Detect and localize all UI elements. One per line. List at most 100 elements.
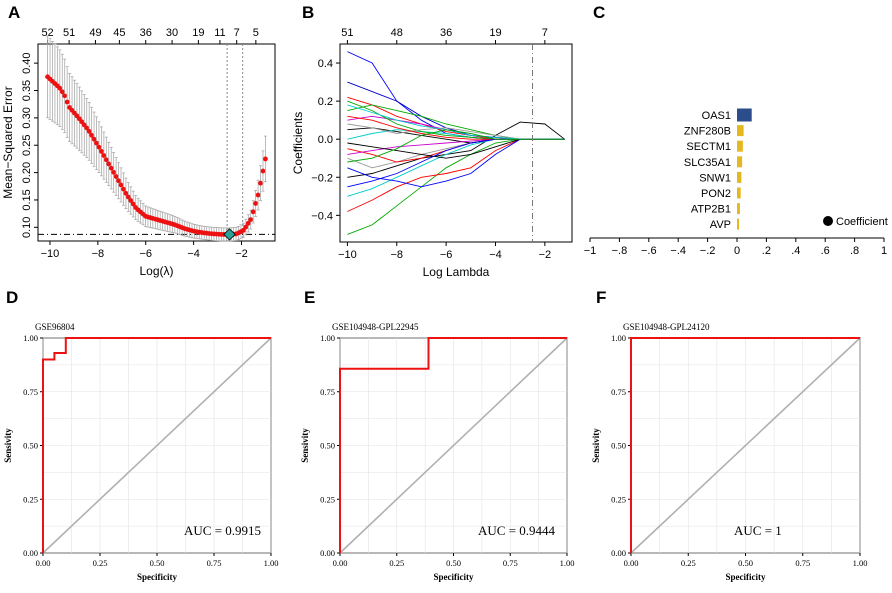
- y-tick-label: 0.50: [611, 441, 626, 451]
- x-tick-label: 1: [881, 245, 887, 257]
- gene-label: SNW1: [699, 172, 731, 184]
- x-tick-label: 0.00: [624, 558, 639, 568]
- coef-path-s2: [347, 138, 565, 235]
- x-tick-label: −2: [235, 248, 248, 260]
- gene-label: ZNF280B: [684, 126, 731, 138]
- y-tick-label: 0.35: [21, 80, 33, 101]
- x-tick-label: 0.50: [150, 558, 165, 568]
- coef-bar: [737, 125, 744, 137]
- y-tick-label: 0.00: [320, 548, 335, 558]
- y-tick-label: 0.40: [21, 52, 33, 73]
- mse-point: [101, 153, 107, 158]
- panel-label-e: E: [304, 288, 315, 307]
- x-tick-label: 0.75: [503, 558, 518, 568]
- y-tick-label: 1.00: [320, 333, 335, 343]
- roc-title: GSE104948-GPL24120: [623, 322, 710, 332]
- coef-path-s22: [347, 129, 565, 163]
- diagonal-line: [339, 337, 568, 554]
- x-tick-label: 0.00: [333, 558, 348, 568]
- x-tick-label: −8: [390, 249, 403, 261]
- mse-point: [116, 178, 121, 184]
- y-tick-label: −0.2: [311, 172, 333, 184]
- x-tick-label: .6: [821, 245, 830, 257]
- mse-point: [128, 198, 134, 203]
- x-axis-title: Specificity: [137, 572, 177, 582]
- gene-label: AVP: [710, 219, 731, 231]
- mse-point: [64, 99, 70, 105]
- panel-label-f: F: [596, 288, 606, 307]
- x-tick-label: −6: [440, 249, 453, 261]
- mse-point: [255, 192, 261, 198]
- top-count-label: 45: [113, 27, 125, 39]
- mse-point: [62, 93, 68, 99]
- coef-bar: [737, 171, 742, 183]
- roc-curve: [630, 337, 860, 553]
- mse-point: [125, 194, 131, 200]
- panel-a-cv-plot: −10 −8 −6 −4 −2 0.10 0.15 0.20 0.25 0.30 0.35 0.40 5…: [1, 27, 276, 278]
- y-tick-label: 0.15: [21, 189, 33, 210]
- mse-point: [123, 190, 129, 196]
- top-count-label: 5: [253, 27, 259, 39]
- x-tick-label: 0.50: [446, 558, 461, 568]
- top-count-label: 48: [391, 27, 403, 39]
- y-tick-label: 0.2: [318, 96, 333, 108]
- x-axis-title: Log Lambda: [423, 265, 490, 279]
- mse-point: [118, 182, 124, 188]
- y-tick-label: 0.30: [21, 107, 33, 128]
- y-tick-label: 0.50: [23, 441, 38, 451]
- top-count-label: 51: [63, 27, 75, 39]
- x-tick-label: .8: [850, 245, 859, 257]
- mse-point: [240, 227, 246, 233]
- x-tick-label: 0.75: [207, 558, 222, 568]
- mse-point: [84, 125, 90, 131]
- mse-point: [250, 209, 256, 215]
- mse-point: [59, 89, 65, 95]
- top-count-label: 36: [440, 27, 452, 39]
- gene-label: SLC35A1: [684, 157, 731, 169]
- x-tick-label: −2: [539, 249, 552, 261]
- top-count-label: 7: [542, 27, 548, 39]
- legend-marker: [823, 216, 833, 226]
- x-tick-label: 1.00: [264, 558, 279, 568]
- mse-point: [103, 157, 109, 163]
- y-tick-label: 0.25: [611, 494, 626, 504]
- y-tick-label: 1.00: [611, 333, 626, 343]
- mse-point: [108, 165, 114, 171]
- x-tick-label: 1.00: [853, 558, 868, 568]
- y-axis-title: Coefficients: [291, 112, 305, 174]
- panel-d-roc: 0.000.00 0.25 0.25 0.50 0.50 0.75 0.75 1.00 1.00…: [3, 322, 278, 582]
- mse-point: [111, 169, 117, 175]
- y-tick-label: 0.50: [320, 441, 335, 451]
- coef-bar: [737, 108, 752, 122]
- coef-bar: [737, 140, 743, 152]
- y-tick-label: 0.75: [611, 387, 626, 397]
- mse-point: [253, 201, 259, 206]
- mse-point: [96, 144, 102, 150]
- y-tick-label: 0.75: [320, 387, 335, 397]
- coef-path-s19: [347, 115, 565, 140]
- selected-lambda-marker: [223, 228, 236, 241]
- mse-point: [113, 174, 119, 179]
- x-tick-label: −4: [187, 248, 200, 260]
- y-tick-label: 0.4: [318, 58, 333, 70]
- mse-point: [245, 220, 251, 226]
- mse-point: [99, 148, 104, 154]
- x-tick-label: −10: [41, 248, 60, 260]
- x-tick-label: −6: [139, 248, 152, 260]
- x-tick-label: 0.25: [681, 558, 696, 568]
- coef-path-s18: [347, 138, 565, 159]
- roc-curve: [42, 337, 271, 553]
- x-tick-label: −.8: [612, 245, 628, 257]
- coef-path-s20: [347, 138, 565, 188]
- top-count-label: 52: [41, 27, 53, 39]
- y-tick-label: 0.75: [23, 387, 38, 397]
- x-tick-label: −.4: [670, 245, 686, 257]
- mse-point: [86, 128, 92, 134]
- mse-point: [106, 161, 112, 167]
- gene-label: PON2: [701, 188, 731, 200]
- panel-c-coef-bars: −1 −.8 −.6 −.4 −.2 0 .2 .4 .6 .8 1 OAS1 ZNF280B SECTM…: [584, 108, 888, 257]
- y-tick-label: −0.4: [311, 210, 333, 222]
- panel-label-d: D: [6, 288, 18, 307]
- top-count-label: 19: [489, 27, 501, 39]
